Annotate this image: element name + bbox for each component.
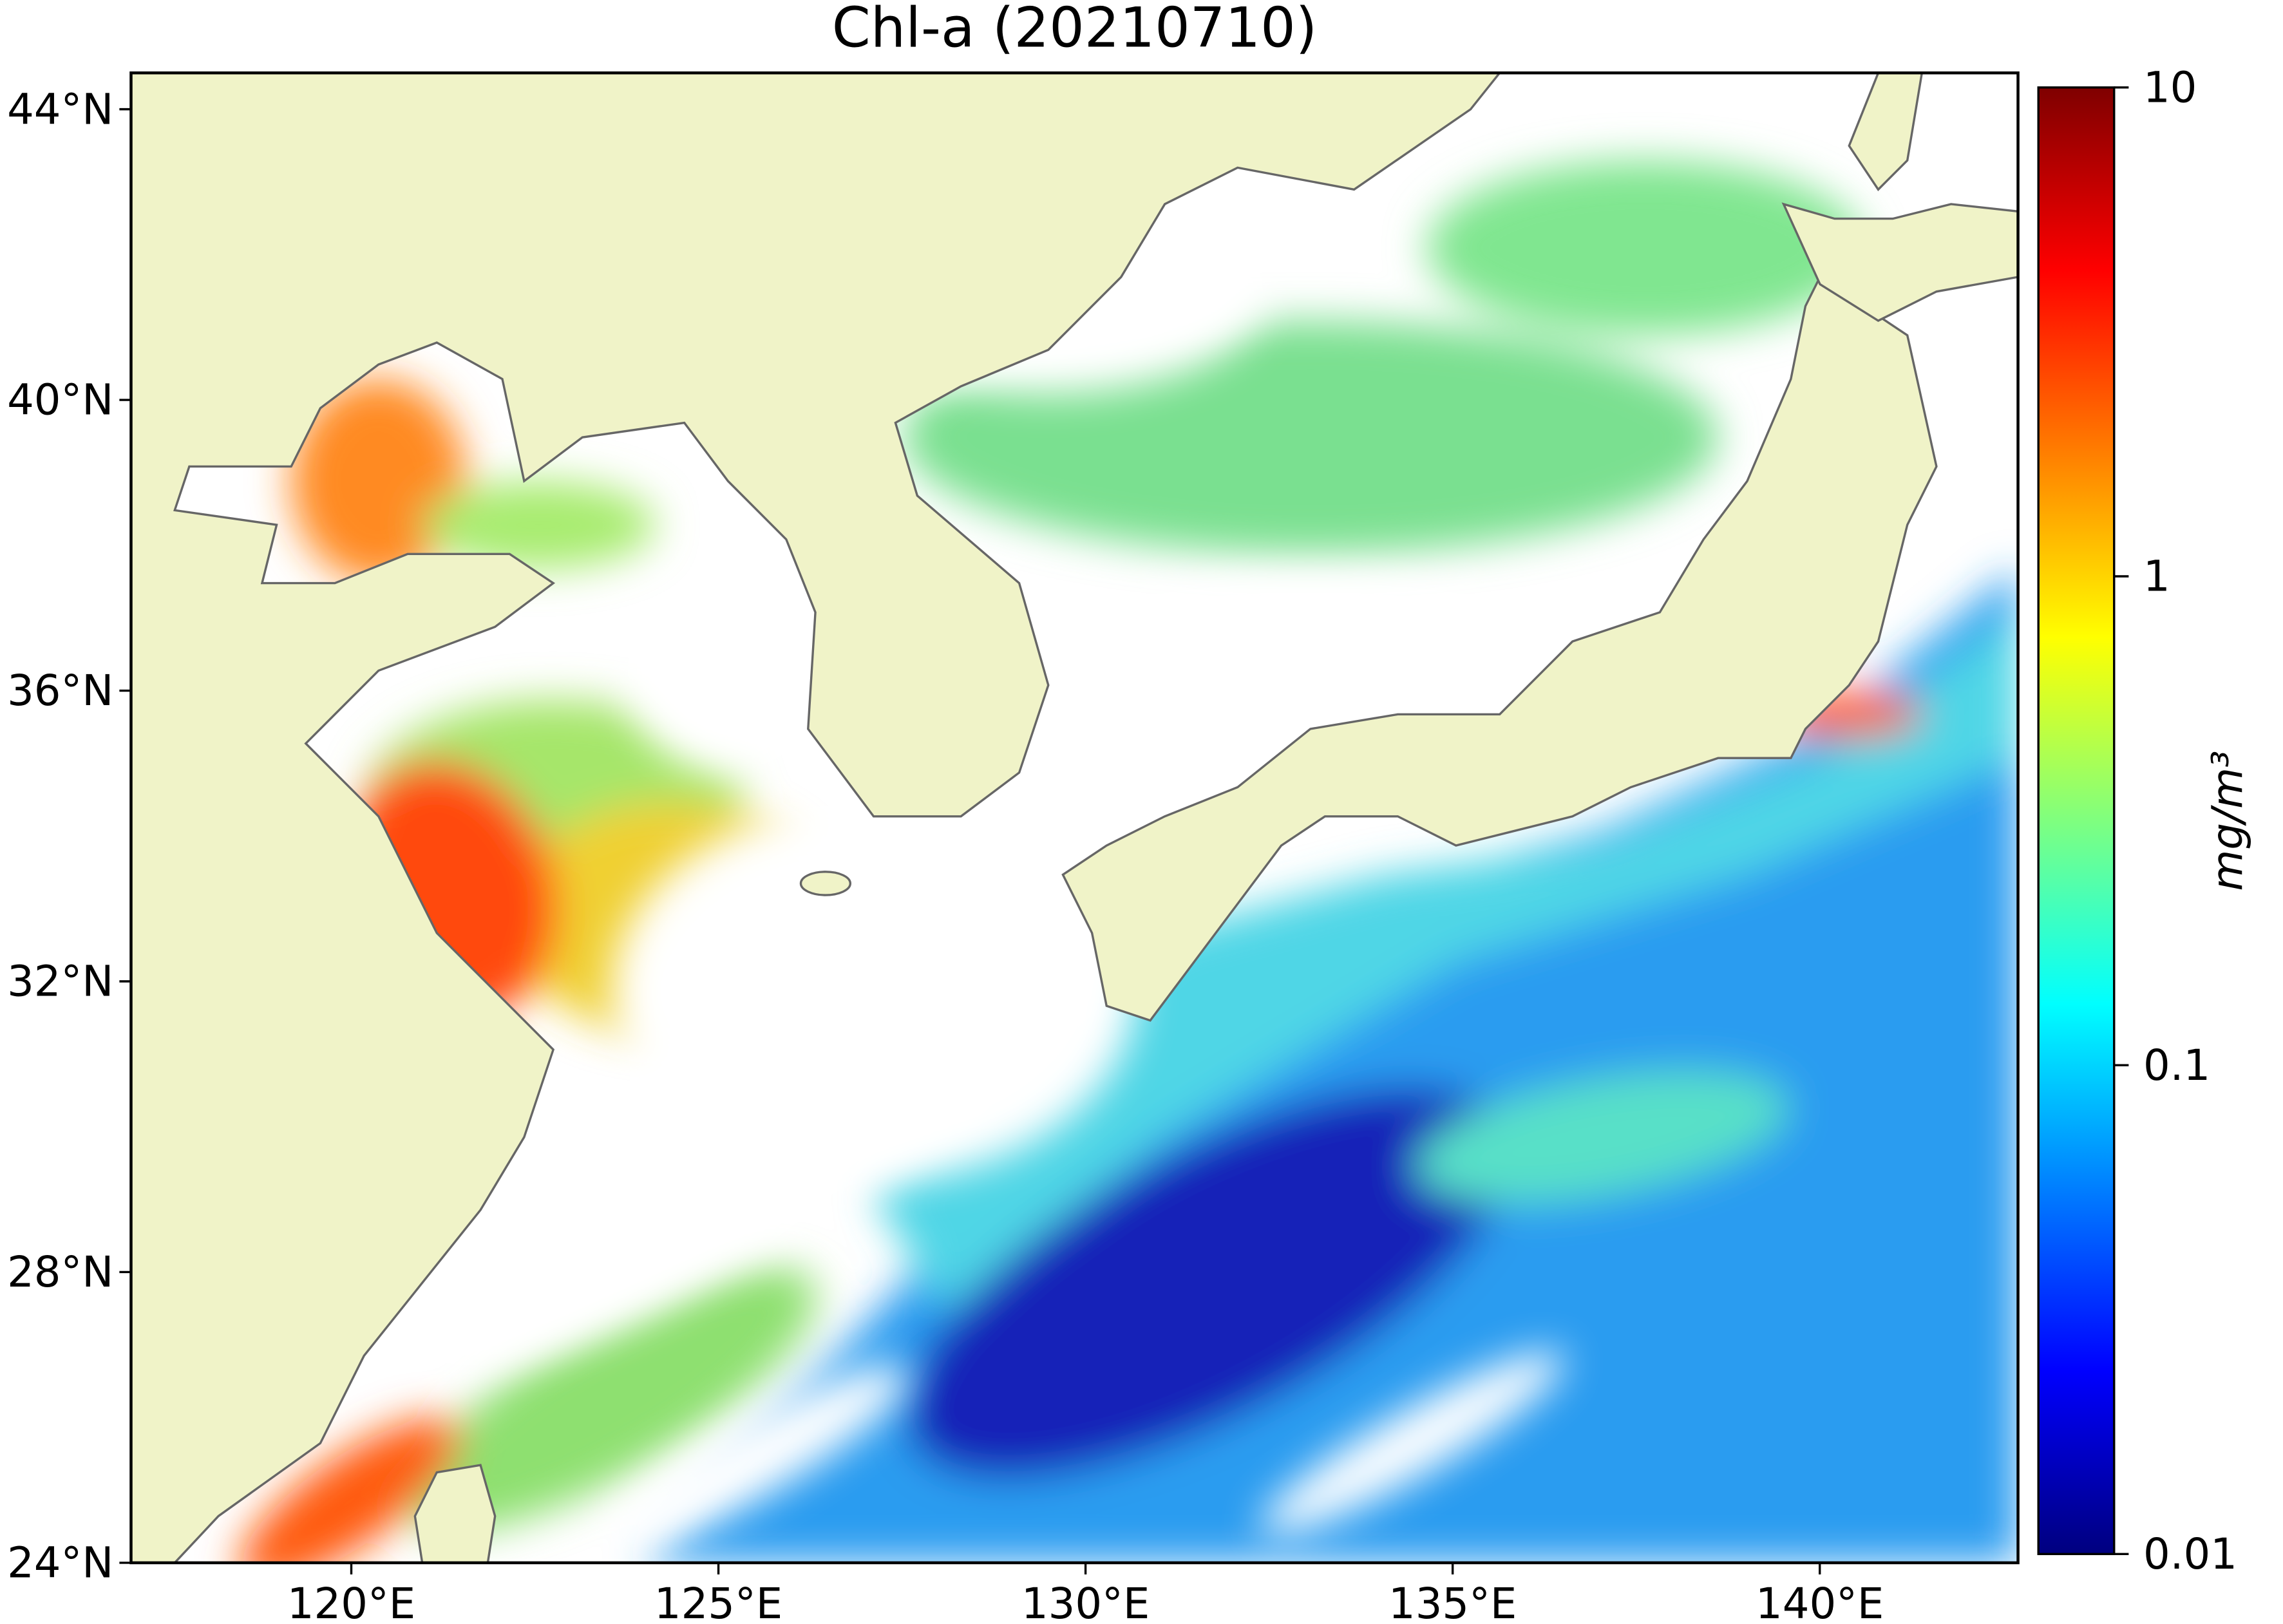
x-tick-label: 135°E bbox=[1388, 1580, 1517, 1624]
x-tick-label: 120°E bbox=[287, 1580, 415, 1624]
y-tick-label: 44°N bbox=[7, 85, 113, 134]
chart-title: Chl-a (20210710) bbox=[832, 0, 1318, 60]
colorbar-tick-label: 10 bbox=[2143, 63, 2197, 112]
land bbox=[131, 73, 2018, 1563]
y-tick-label: 28°N bbox=[7, 1248, 113, 1297]
colorbar-label: mg/m³ bbox=[2204, 751, 2253, 891]
axes-frame bbox=[129, 71, 2020, 1565]
y-tick-label: 32°N bbox=[7, 958, 113, 1006]
y-tick-label: 36°N bbox=[7, 666, 113, 715]
y-tick-label: 24°N bbox=[7, 1539, 113, 1588]
x-tick-label: 130°E bbox=[1021, 1580, 1150, 1624]
x-tick-label: 125°E bbox=[654, 1580, 782, 1624]
colorbar bbox=[2037, 86, 2116, 1556]
colorbar-tick-label: 0.01 bbox=[2143, 1530, 2237, 1579]
colorbar-tick-label: 0.1 bbox=[2143, 1041, 2210, 1090]
x-tick-label: 140°E bbox=[1756, 1580, 1884, 1624]
y-tick-label: 40°N bbox=[7, 376, 113, 425]
colorbar-tick-label: 1 bbox=[2143, 552, 2170, 601]
map-area bbox=[131, 73, 2018, 1563]
cloud-mask bbox=[397, 189, 1602, 1551]
